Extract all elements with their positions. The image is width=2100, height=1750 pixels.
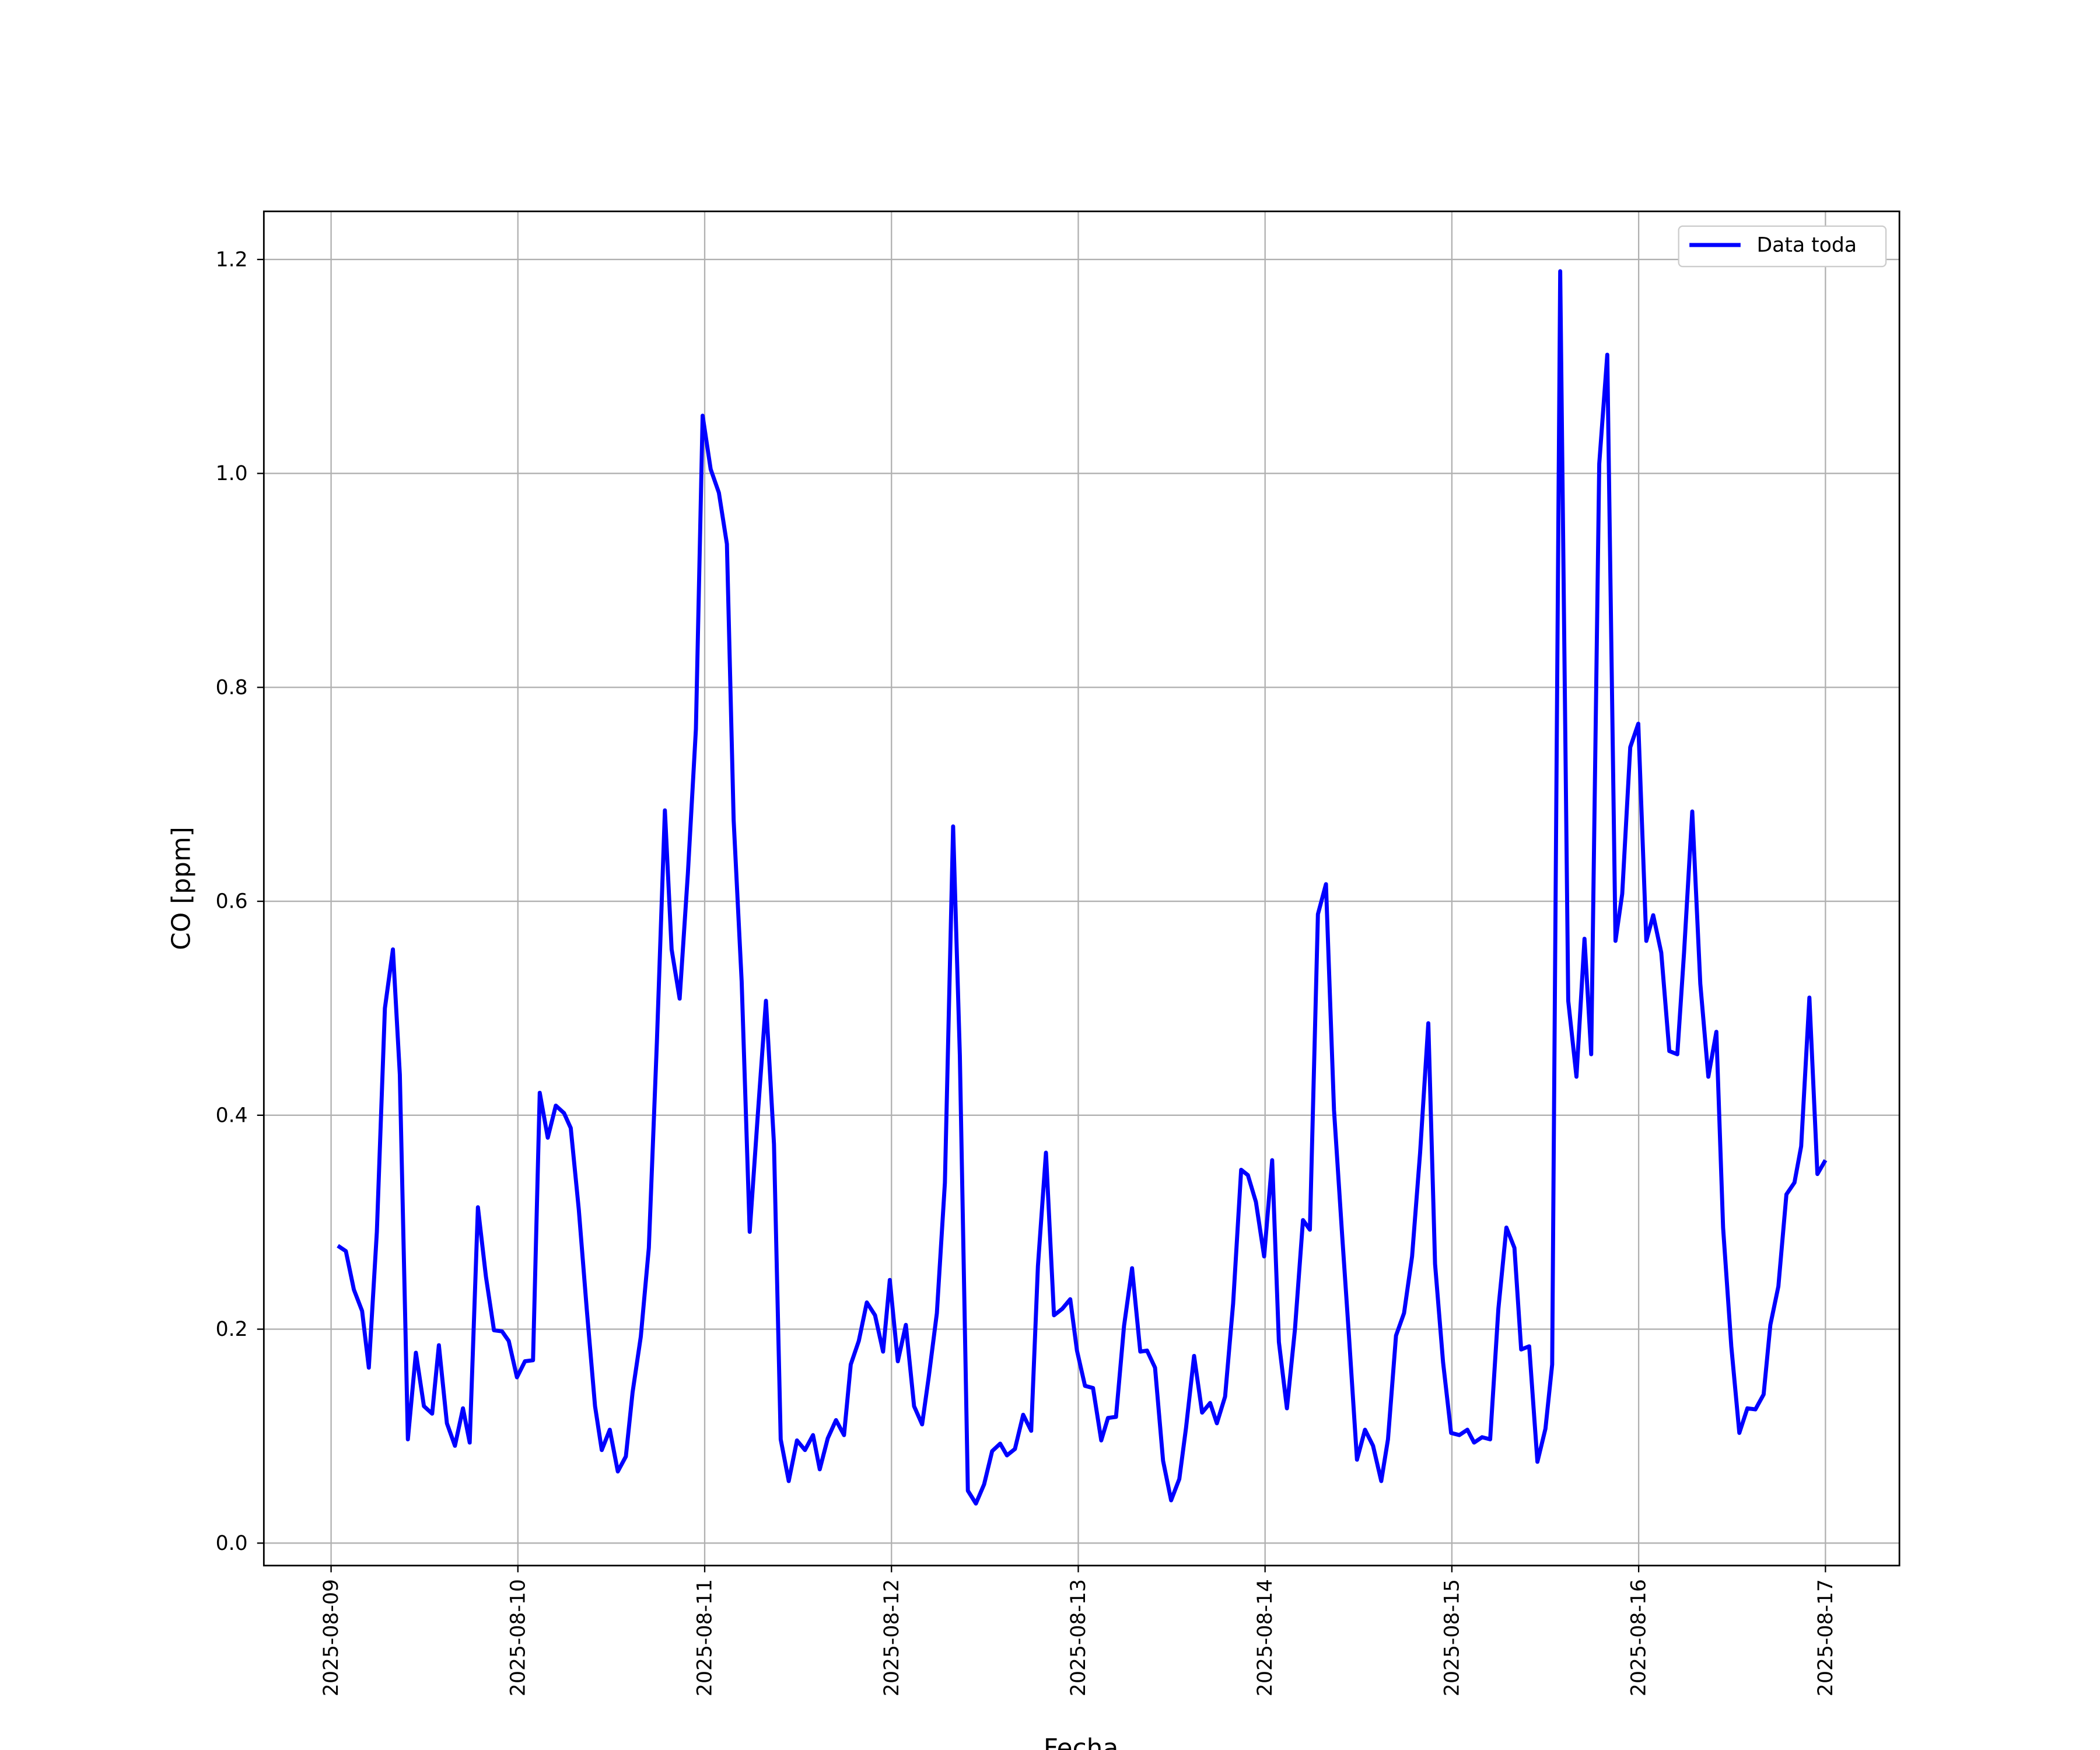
y-tick-label: 0.2	[216, 1318, 248, 1341]
x-tick-label: 2025-08-09	[320, 1579, 343, 1696]
x-tick-label: 2025-08-13	[1067, 1579, 1090, 1696]
y-tick-label: 1.2	[216, 248, 248, 271]
y-tick-label: 0.6	[216, 890, 248, 914]
x-tick-label: 2025-08-16	[1628, 1579, 1651, 1696]
legend-label: Data toda	[1757, 234, 1857, 257]
plot-frame	[262, 210, 1901, 1567]
legend: Data toda	[1678, 225, 1887, 268]
y-tick-label: 0.4	[216, 1104, 248, 1127]
y-axis-label: CO [ppm]	[166, 827, 196, 950]
x-axis-label: Fecha	[1044, 1734, 1119, 1750]
x-tick-label: 2025-08-12	[880, 1579, 904, 1696]
y-tick-label: 0.8	[216, 676, 248, 699]
data-line	[337, 269, 1828, 1506]
x-tick-label: 2025-08-17	[1814, 1579, 1838, 1696]
y-tick-label: 0.0	[216, 1532, 248, 1555]
x-tick-label: 2025-08-15	[1440, 1579, 1464, 1696]
y-tick-label: 1.0	[216, 462, 248, 485]
legend-box	[1678, 225, 1887, 268]
x-tick-label: 2025-08-11	[694, 1579, 717, 1696]
x-tick-label: 2025-08-14	[1254, 1579, 1277, 1696]
x-tick-label: 2025-08-10	[506, 1579, 530, 1696]
